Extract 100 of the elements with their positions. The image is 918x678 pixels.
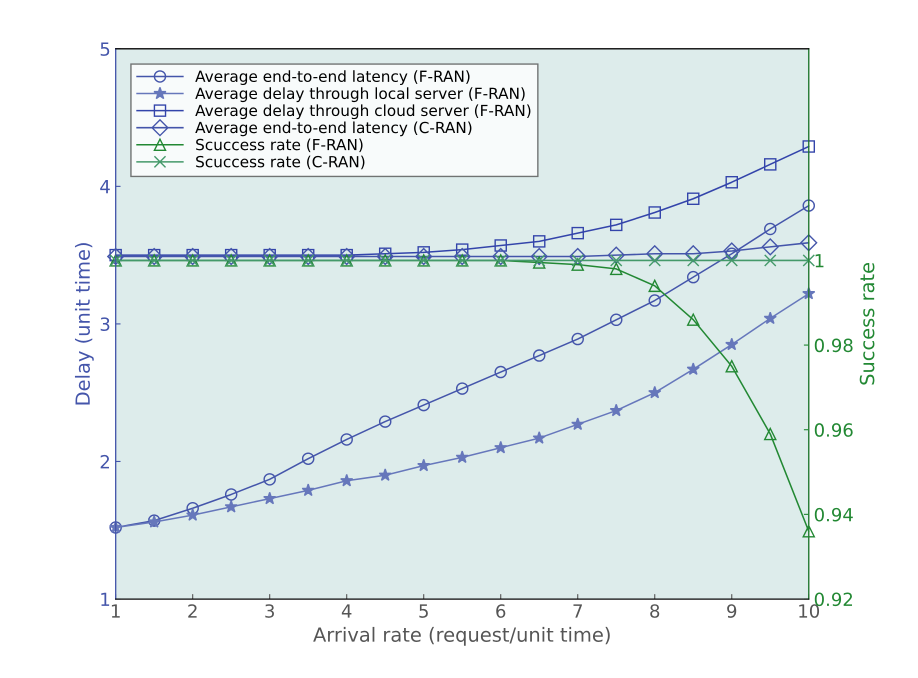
y2-tick-label: 0.94 — [814, 508, 853, 522]
y-tick-label: 1 — [101, 592, 110, 606]
point — [764, 428, 777, 440]
y2-tick-label: 0.98 — [814, 338, 853, 352]
point — [684, 245, 702, 262]
point — [415, 248, 432, 266]
point — [263, 492, 276, 504]
y-axis-title: Delay (unit time) — [74, 243, 94, 404]
x-tick-label: 8 — [650, 604, 660, 618]
x-tick-label: 7 — [573, 604, 582, 618]
point — [571, 417, 584, 430]
point — [532, 235, 546, 248]
point — [146, 248, 163, 266]
point — [610, 404, 623, 416]
point — [186, 508, 200, 521]
legend-label: Scuccess rate (C-RAN) — [196, 156, 364, 170]
point — [376, 248, 394, 266]
point — [608, 246, 625, 264]
point — [492, 248, 510, 266]
point — [378, 468, 392, 481]
point — [338, 248, 356, 266]
point — [569, 248, 586, 266]
legend-label: Average end-to-end latency (C-RAN) — [195, 121, 472, 136]
point — [726, 254, 738, 267]
legend-label: Scuccess rate (F-RAN) — [196, 138, 363, 152]
point — [610, 262, 622, 276]
point — [224, 500, 238, 513]
x-tick-label: 6 — [496, 604, 506, 618]
point — [686, 254, 700, 267]
point — [261, 248, 278, 266]
point — [686, 362, 700, 376]
legend-label: Average delay through local server (F-RAN) — [195, 87, 525, 102]
point — [571, 226, 584, 240]
point — [762, 238, 779, 256]
x-tick-label: 1 — [112, 604, 120, 618]
y-tick-label: 4 — [100, 180, 110, 194]
point — [648, 254, 661, 267]
point — [802, 199, 816, 212]
point — [723, 242, 740, 260]
point — [571, 258, 584, 271]
y-tick-label: 5 — [100, 42, 110, 56]
x-axis-title: Arrival rate (request/unit time) — [313, 626, 610, 646]
point — [494, 366, 507, 378]
point — [300, 248, 317, 266]
point — [802, 254, 816, 267]
x-tick-label: 3 — [265, 604, 274, 618]
point — [340, 474, 354, 486]
point — [764, 222, 777, 236]
point — [456, 243, 468, 256]
point — [610, 218, 622, 232]
point — [648, 206, 661, 219]
point — [454, 248, 471, 266]
x-tick-label: 10 — [799, 604, 820, 618]
legend-label: Average delay through cloud server (F-RAN) — [195, 104, 530, 120]
point — [340, 433, 353, 446]
point — [802, 140, 816, 153]
y2-tick-label: 0.92 — [814, 592, 852, 606]
point — [532, 431, 546, 444]
point — [417, 458, 430, 472]
point — [648, 294, 661, 307]
point — [648, 280, 661, 292]
point — [571, 332, 584, 346]
point — [648, 386, 662, 398]
point — [494, 239, 507, 252]
point — [725, 338, 738, 350]
point — [610, 314, 622, 326]
point — [222, 248, 240, 266]
point — [456, 382, 468, 395]
point — [686, 270, 700, 284]
point — [726, 176, 738, 188]
x-tick-label: 9 — [727, 604, 736, 618]
point — [726, 360, 738, 372]
point — [646, 245, 664, 262]
point — [530, 248, 548, 266]
point — [802, 525, 816, 538]
point — [184, 248, 202, 266]
x-tick-label: 5 — [419, 604, 428, 618]
point — [224, 488, 238, 501]
x-tick-label: 2 — [188, 604, 197, 618]
y2-tick-label: 0.96 — [814, 423, 853, 437]
point — [378, 415, 392, 428]
y2-tick-label: 1 — [816, 254, 824, 268]
point — [532, 349, 546, 362]
point — [764, 311, 777, 324]
point — [302, 452, 314, 465]
point — [417, 398, 430, 412]
point — [263, 473, 276, 486]
y2-axis-title: Success rate — [860, 262, 874, 385]
y-tick-label: 3 — [100, 317, 110, 332]
point — [107, 248, 124, 266]
point — [494, 440, 508, 454]
point — [764, 158, 777, 171]
point — [302, 483, 315, 496]
y-tick-label: 2 — [100, 454, 109, 468]
point — [764, 254, 777, 267]
point — [456, 450, 469, 464]
point — [686, 192, 700, 205]
x-tick-label: 4 — [342, 604, 352, 618]
point — [800, 234, 818, 252]
legend-label: Average end-to-end latency (F-RAN) — [195, 70, 470, 85]
